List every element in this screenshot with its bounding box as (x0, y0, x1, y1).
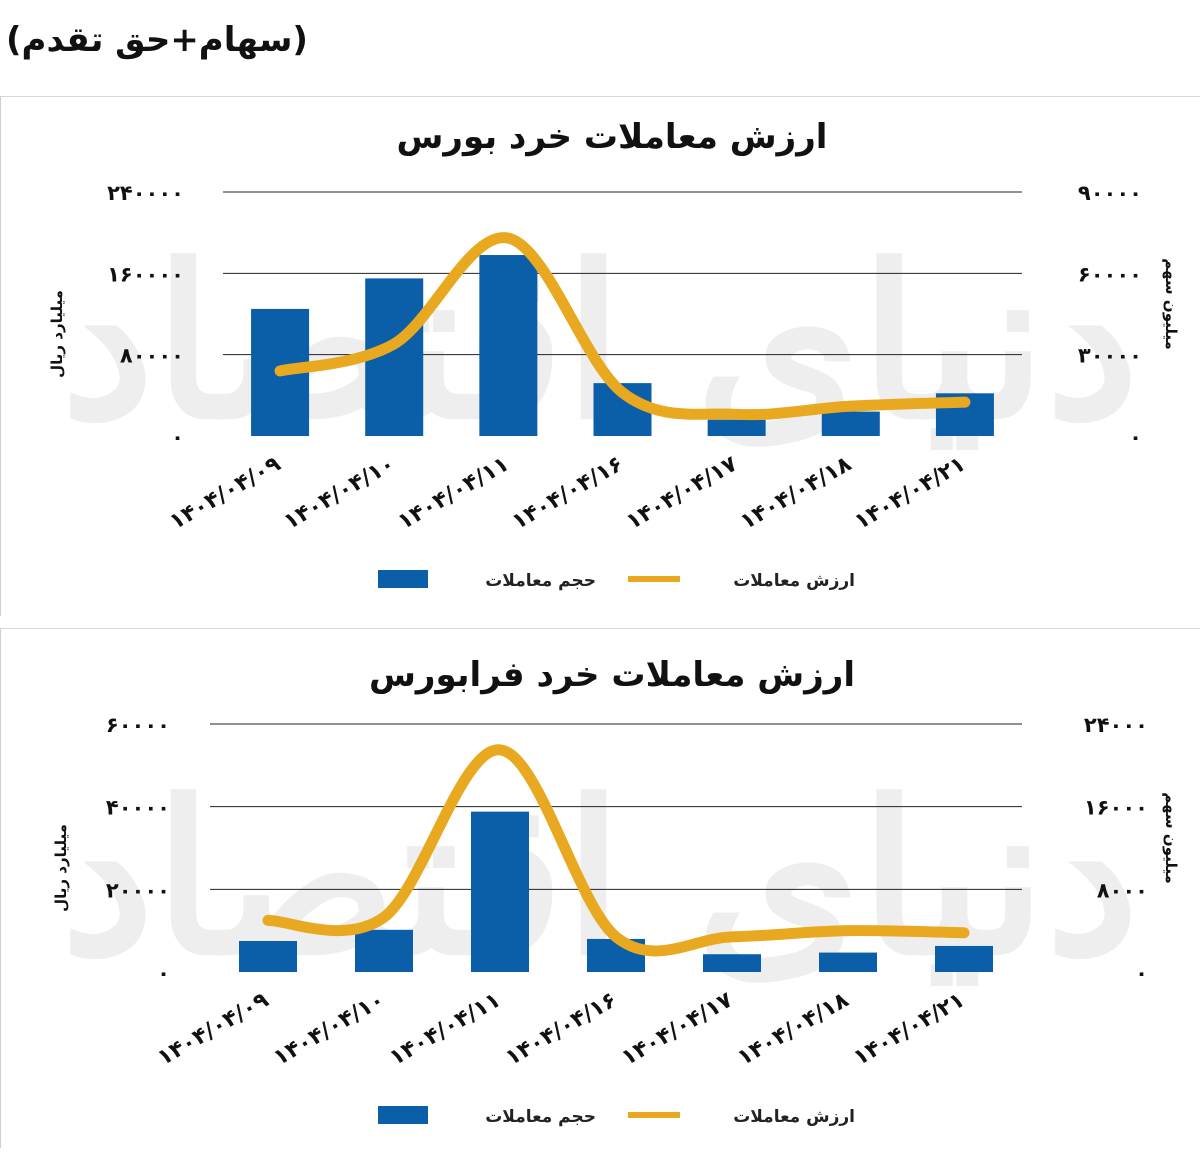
legend-line-label: ارزش معاملات (733, 1107, 855, 1127)
panel-edge (0, 628, 1, 1148)
bar-0 (239, 941, 297, 972)
y-right-tick-label: ۰ (1129, 425, 1142, 449)
separator (0, 628, 1200, 629)
y-left-tick-label: ۲۴۰۰۰۰ (107, 181, 184, 205)
y-left-axis-label: میلیارد ریال (52, 824, 70, 912)
bar-5 (819, 952, 877, 972)
y-left-tick-label: ۱۶۰۰۰۰ (107, 262, 184, 286)
legend-bar-swatch (378, 1106, 428, 1124)
y-right-tick-label: ۳۰۰۰۰ (1078, 344, 1142, 368)
separator (0, 96, 1200, 97)
line-series (274, 232, 971, 421)
bar-4 (703, 954, 761, 972)
y-left-tick-label: ۴۰۰۰۰ (106, 796, 170, 820)
bar-5 (821, 411, 880, 436)
header-title: (سهام+حق تقدم) (6, 20, 308, 60)
panel-edge (0, 96, 1, 616)
line-series (262, 744, 970, 957)
bar-2 (471, 811, 529, 972)
chart-title: ارزش معاملات خرد بورس (397, 117, 828, 157)
y-left-tick-label: ۶۰۰۰۰ (106, 713, 170, 737)
y-left-axis-label: میلیارد ریال (48, 290, 66, 378)
y-right-axis-label: میلیون سهم (1162, 792, 1180, 884)
legend-bar-label: حجم معاملات (485, 1107, 596, 1127)
y-right-tick-label: ۲۴۰۰۰ (1084, 713, 1148, 737)
y-left-tick-label: ۰ (157, 961, 170, 985)
y-right-tick-label: ۱۶۰۰۰ (1084, 796, 1148, 820)
y-right-tick-label: ۸۰۰۰ (1097, 878, 1148, 902)
y-right-axis-label: میلیون سهم (1162, 258, 1180, 350)
y-left-tick-label: ۲۰۰۰۰ (106, 878, 170, 902)
legend-bar-swatch (378, 570, 428, 588)
y-left-tick-label: ۸۰۰۰۰ (120, 344, 184, 368)
bar-2 (479, 255, 538, 436)
legend-line-label: ارزش معاملات (733, 571, 855, 591)
y-left-tick-label: ۰ (171, 425, 184, 449)
chart-title: ارزش معاملات خرد فرابورس (369, 655, 855, 695)
bar-6 (935, 945, 993, 972)
y-right-tick-label: ۹۰۰۰۰ (1078, 181, 1142, 205)
bar-1 (355, 929, 413, 972)
y-right-tick-label: ۰ (1135, 961, 1148, 985)
legend-bar-label: حجم معاملات (485, 571, 596, 591)
y-right-tick-label: ۶۰۰۰۰ (1078, 262, 1142, 286)
bar-4 (707, 419, 766, 436)
